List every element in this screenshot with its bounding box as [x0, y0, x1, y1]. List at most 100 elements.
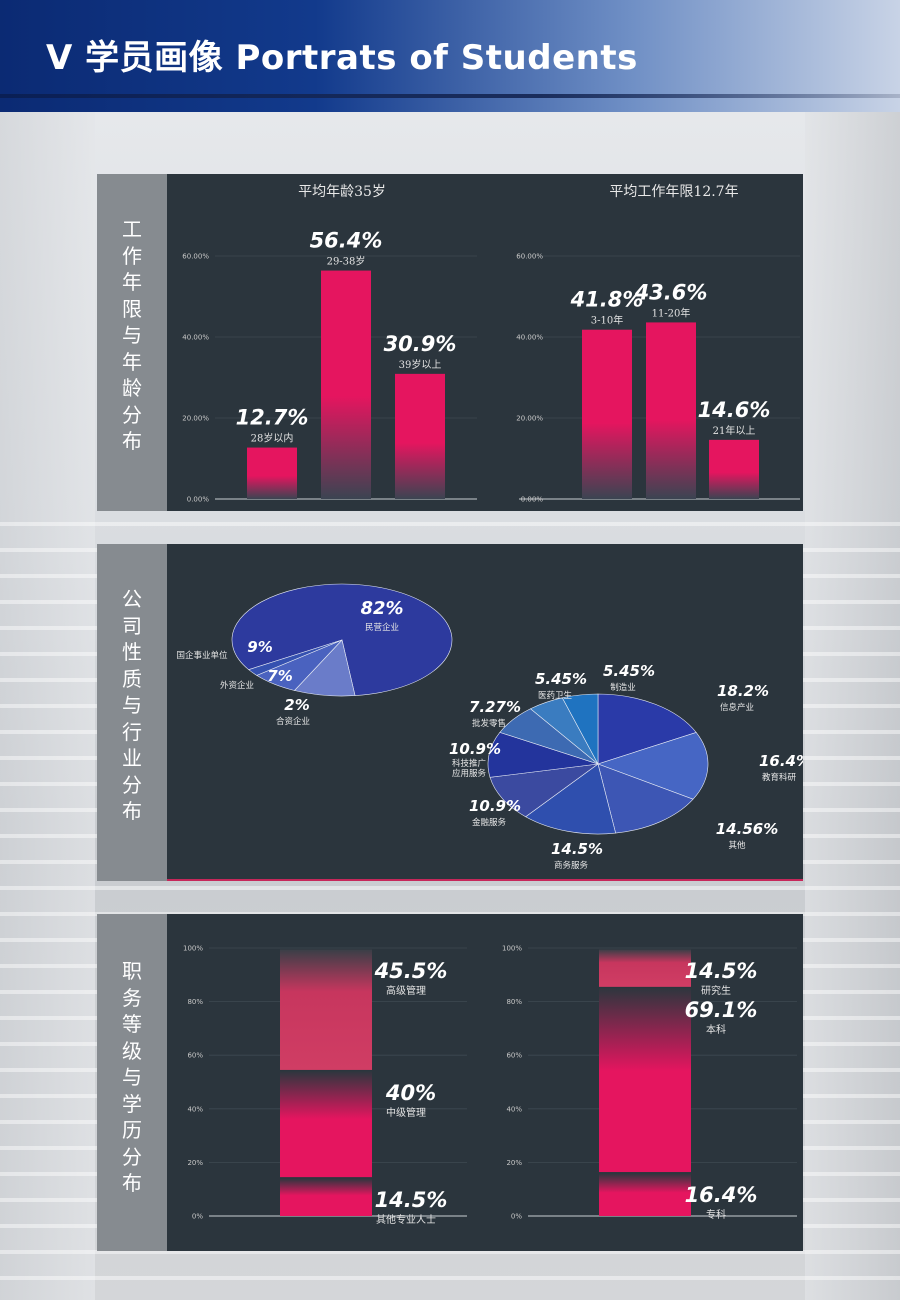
value-label: 45.5%: [374, 959, 448, 983]
label-char: 务: [122, 985, 142, 1010]
pie-slice: [597, 732, 709, 800]
category-label: 金融服务: [472, 817, 507, 828]
label-char: 分: [122, 402, 142, 427]
y-tick-label: 100%: [502, 945, 522, 953]
category-label: 11-20年: [652, 306, 691, 319]
value-label: 16.4%: [759, 752, 803, 770]
value-label: 14.5%: [375, 1188, 448, 1212]
label-char: 分: [122, 1144, 142, 1169]
y-tick-label: 40%: [187, 1105, 203, 1113]
value-label: 9%: [247, 638, 272, 656]
category-label: 商务服务: [554, 860, 589, 871]
value-label: 12.7%: [236, 406, 309, 430]
y-tick-label: 40%: [506, 1105, 522, 1113]
value-label: 10.9%: [449, 740, 501, 758]
y-tick-label: 20%: [187, 1159, 203, 1167]
y-tick-label: 20%: [506, 1159, 522, 1167]
category-label: 国企事业单位: [176, 650, 228, 661]
y-tick-label: 60.00%: [182, 253, 209, 261]
pie-slice: [487, 732, 599, 778]
pie-slice: [597, 693, 697, 765]
stacked-segment: [280, 949, 372, 1070]
pie-slice: [248, 639, 343, 676]
value-label: 2%: [284, 696, 309, 714]
label-char: 历: [122, 1118, 142, 1142]
y-tick-label: 60%: [187, 1052, 203, 1060]
stacked-segment: [280, 1178, 372, 1216]
page-title: V 学员画像 Portrats of Students: [46, 38, 638, 78]
value-label: 82%: [360, 598, 403, 619]
value-label: 14.5%: [685, 959, 758, 983]
stacked-bar-charts-position-education: 0%20%40%60%80%100%14.5%其他专业人士40%中级管理45.5…: [183, 945, 797, 1226]
category-label: 其他专业人士: [376, 1213, 436, 1226]
value-label: 43.6%: [634, 280, 708, 304]
value-label: 16.4%: [685, 1183, 758, 1207]
panel-company-industry: 公司性质与行业分布 82% 民营企业 9% 国企事业单位 7% 外资企业 2% 合资企业 18.…: [97, 544, 803, 881]
category-label: 医药卫生: [538, 690, 573, 701]
value-label: 18.2%: [717, 682, 769, 700]
background-left: [0, 110, 95, 1300]
category-label: 3-10年: [591, 314, 623, 327]
header-divider: [0, 94, 900, 98]
panel-label-text: 职务等级与学历分布: [97, 958, 167, 1197]
label-char: 业: [122, 746, 142, 770]
stacked-segment: [599, 1173, 691, 1216]
label-char: 司: [122, 613, 142, 638]
label-char: 年: [122, 349, 142, 374]
chart-title: 平均工作年限12.7年: [609, 184, 738, 200]
label-char: 性: [122, 640, 142, 664]
y-tick-label: 20.00%: [516, 415, 543, 423]
label-char: 行: [122, 719, 142, 744]
pie-slice: [597, 763, 694, 834]
value-label: 14.56%: [716, 820, 778, 838]
value-label: 10.9%: [469, 797, 521, 815]
y-tick-label: 0.00%: [521, 496, 544, 504]
y-tick-label: 0.00%: [187, 496, 210, 504]
value-label: 7.27%: [469, 698, 521, 716]
label-char: 级: [122, 1038, 142, 1063]
label-char: 质: [122, 666, 142, 691]
category-label: 外资企业: [220, 680, 254, 691]
y-tick-label: 40.00%: [182, 334, 209, 342]
category-label: 研究生: [701, 984, 731, 997]
value-label: 56.4%: [310, 229, 383, 253]
panel-label: 职务等级与学历分布: [97, 914, 167, 1251]
label-char: 与: [122, 1065, 142, 1089]
label-char: 与: [122, 323, 142, 347]
value-label: 69.1%: [685, 998, 758, 1022]
bar: [582, 329, 632, 499]
stacked-segment: [280, 1071, 372, 1178]
label-char: 等: [122, 1012, 142, 1036]
label-char: 布: [122, 429, 142, 453]
category-label: 批发零售: [472, 718, 506, 729]
background-right: [805, 110, 900, 1300]
y-tick-label: 20.00%: [182, 415, 209, 423]
stacked-segment: [599, 988, 691, 1173]
category-label: 28岁以内: [251, 432, 294, 445]
category-label: 其他: [728, 840, 746, 851]
bar: [321, 270, 371, 499]
value-label: 41.8%: [570, 288, 644, 312]
label-char: 布: [122, 799, 142, 823]
label-char: 工: [122, 217, 142, 241]
category-label: 21年以上: [713, 424, 756, 437]
label-char: 龄: [122, 376, 142, 400]
y-tick-label: 60%: [506, 1052, 522, 1060]
category-label: 专科: [706, 1208, 726, 1221]
bar: [395, 373, 445, 499]
y-tick-label: 0%: [192, 1213, 203, 1221]
category-label: 29-38岁: [327, 255, 366, 268]
y-tick-label: 0%: [511, 1213, 522, 1221]
label-char: 与: [122, 693, 142, 717]
category-label: 科技推广: [452, 758, 486, 769]
bar: [646, 322, 696, 499]
panel-label: 公司性质与行业分布: [97, 544, 167, 881]
pie-slice: [561, 693, 599, 765]
category-label: 39岁以上: [399, 358, 442, 371]
bar: [247, 447, 297, 499]
value-label: 5.45%: [535, 670, 587, 688]
value-label: 30.9%: [384, 332, 457, 356]
category-label: 中级管理: [386, 1106, 426, 1119]
category-label: 应用服务: [452, 768, 487, 779]
bar: [709, 439, 759, 499]
